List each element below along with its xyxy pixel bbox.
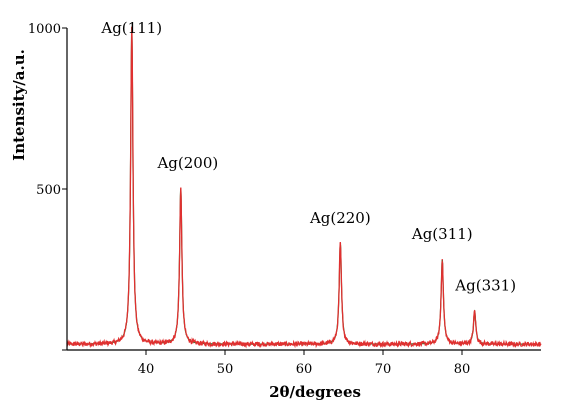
peak-point-3 xyxy=(339,242,342,245)
peak-label-5: Ag(331) xyxy=(454,276,516,294)
plot-area xyxy=(66,26,542,349)
y-tick-label-500: 500 xyxy=(36,183,61,198)
peak-point-5 xyxy=(473,310,476,313)
x-tick-label-60: 60 xyxy=(296,362,313,377)
fit-line xyxy=(67,27,541,345)
x-tick-label-50: 50 xyxy=(217,362,234,377)
peak-point-2 xyxy=(179,188,182,190)
y-axis: 500 1000 xyxy=(28,22,68,351)
y-axis-title: Intensity/a.u. xyxy=(10,49,28,161)
x-tick-label-80: 80 xyxy=(454,362,471,377)
x-axis: 40 50 60 70 80 xyxy=(67,349,541,377)
y-tick-label-1000: 1000 xyxy=(28,22,61,37)
peak-label-2: Ag(200) xyxy=(156,154,218,172)
peak-point-4 xyxy=(441,259,444,261)
peak-annotations: Ag(111) Ag(200) Ag(220) Ag(311) Ag(331) xyxy=(100,19,516,295)
x-tick-label-40: 40 xyxy=(138,362,155,377)
peak-label-3: Ag(220) xyxy=(309,209,371,227)
peak-point-1 xyxy=(130,27,133,29)
peak-label-1: Ag(111) xyxy=(100,19,162,37)
data-line xyxy=(66,26,542,349)
peak-label-4: Ag(311) xyxy=(411,225,473,243)
x-tick-label-70: 70 xyxy=(375,362,392,377)
x-axis-title: 2θ/degrees xyxy=(269,383,361,400)
